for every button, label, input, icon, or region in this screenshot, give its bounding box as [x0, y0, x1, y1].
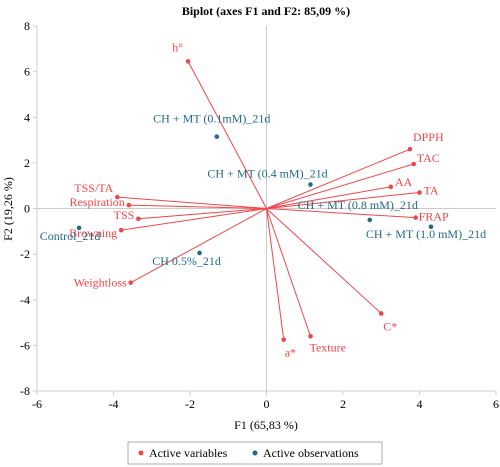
variable-point — [388, 184, 394, 190]
observation-point — [308, 182, 313, 187]
variable-vector — [187, 61, 267, 209]
variable-vectors: h° DPPH TAC AA TA FRAP C* Texture a* TSS/TARespir… — [69, 40, 449, 359]
variable-label: h° — [172, 40, 183, 54]
variable-point — [308, 333, 313, 339]
variable-point — [185, 59, 191, 64]
x-tick-label: -4 — [109, 397, 119, 411]
variable-label: Weightloss — [74, 276, 127, 290]
variable-label: AA — [395, 175, 413, 189]
variable-vector — [266, 148, 411, 209]
variable-label: FRAP — [419, 210, 449, 224]
observation-label: CH + MT (0.4 mM)_21d — [207, 167, 327, 181]
variable-vector — [121, 208, 267, 231]
y-tick-label: 4 — [24, 110, 30, 124]
x-tick-label: 0 — [264, 397, 270, 411]
legend: Active variables Active observations — [127, 441, 383, 465]
y-tick-label: 6 — [24, 65, 30, 79]
y-tick-label: -4 — [20, 293, 30, 307]
legend-marker-variables — [138, 450, 144, 456]
legend-label-variables: Active variables — [149, 446, 228, 460]
observation-point — [197, 250, 202, 256]
observation-points: CH + MT (0.1mM)_21d CH + MT (0.4 mM)_21d C… — [40, 112, 486, 268]
variable-label: Respiration — [69, 195, 124, 209]
x-axis-label: F1 (65,83 %) — [234, 418, 298, 432]
y-tick-label: 8 — [24, 19, 30, 33]
legend-marker-observations — [252, 450, 258, 456]
variable-point — [136, 216, 141, 222]
variable-point — [128, 280, 134, 285]
variable-label: C* — [383, 319, 397, 333]
variable-label: TAC — [417, 151, 440, 165]
variable-point — [281, 337, 287, 342]
variable-vector — [138, 208, 267, 220]
y-axis-label: F2 (19,26 %) — [1, 177, 15, 241]
observation-label: CH + MT (1.0 mM)_21d — [366, 227, 486, 241]
variable-point — [407, 146, 413, 152]
x-tick-label: 2 — [340, 397, 346, 411]
variable-vector — [266, 208, 285, 340]
observation-label: CH 0.5%_21d — [152, 254, 221, 268]
variable-vector — [117, 196, 267, 209]
observation-point — [76, 225, 82, 231]
variable-vector — [266, 208, 382, 314]
x-tick-label: -2 — [185, 397, 195, 411]
variable-label: a* — [285, 346, 296, 360]
y-tick-label: -8 — [20, 384, 30, 398]
variable-point — [115, 194, 120, 200]
variable-point — [378, 311, 384, 316]
variable-vector — [266, 163, 414, 209]
variable-label: TA — [424, 184, 439, 198]
variable-point — [417, 190, 422, 195]
y-tick-label: 2 — [24, 156, 30, 170]
variable-label: TSS — [114, 208, 135, 222]
variable-vector — [266, 208, 311, 337]
x-tick-label: 4 — [417, 397, 423, 411]
y-tick-label: -2 — [20, 247, 30, 261]
variable-label: Browning — [69, 226, 117, 240]
variable-label: DPPH — [413, 130, 444, 144]
variable-vector — [128, 204, 267, 209]
variable-label: Texture — [309, 340, 345, 354]
variable-point — [118, 227, 124, 233]
observation-point — [367, 217, 373, 223]
variable-point — [126, 202, 132, 208]
chart-title: Biplot (axes F1 and F2: 85,09 %) — [182, 4, 350, 18]
observation-point — [428, 224, 434, 230]
y-tick-label: -6 — [20, 338, 30, 352]
variable-vector — [266, 208, 416, 219]
x-tick-label: 6 — [493, 397, 499, 411]
variable-vector — [130, 208, 267, 284]
observation-label: CH + MT (0.1mM)_21d — [153, 112, 270, 126]
variable-point — [411, 161, 417, 167]
variable-point — [413, 215, 418, 220]
observation-label: Control_21d — [40, 229, 101, 243]
x-tick-label: -6 — [32, 397, 42, 411]
observation-label: CH + MT (0.8 mM)_21d — [298, 198, 418, 212]
variable-label: TSS/TA — [74, 181, 113, 195]
legend-label-observations: Active observations — [263, 446, 359, 460]
variable-vector — [266, 192, 420, 209]
y-tick-label: 0 — [24, 202, 30, 216]
observation-point — [214, 134, 220, 139]
variable-vector — [266, 186, 391, 209]
